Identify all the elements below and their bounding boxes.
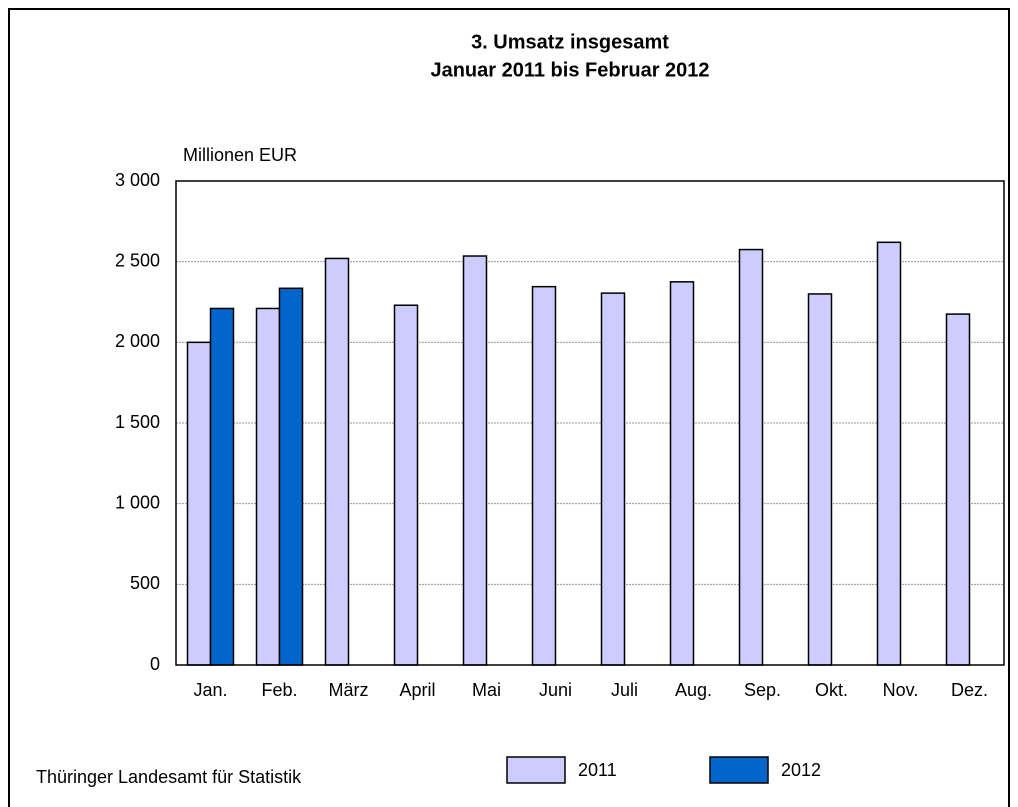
- y-tick-label: 1 500: [115, 412, 160, 432]
- y-tick-label: 2 500: [115, 250, 160, 270]
- x-tick-label: April: [399, 680, 435, 700]
- y-tick-label: 0: [150, 654, 160, 674]
- x-tick-label: Juli: [611, 680, 638, 700]
- bar: [209, 307, 235, 666]
- bar: [738, 248, 764, 666]
- bar: [324, 257, 350, 666]
- x-tick-label: Juni: [539, 680, 572, 700]
- x-tick-label: Feb.: [261, 680, 297, 700]
- chart-title: 3. Umsatz insgesamt: [471, 31, 669, 53]
- y-tick-label: 500: [130, 573, 160, 593]
- source: Thüringer Landesamt für Statistik: [36, 767, 302, 787]
- bar: [945, 313, 971, 666]
- x-tick-label: Okt.: [815, 680, 848, 700]
- bar: [531, 285, 557, 666]
- plot-frame: [175, 180, 1005, 666]
- x-tick-label: Sep.: [744, 680, 781, 700]
- bar: [669, 281, 695, 666]
- bar: [462, 255, 488, 666]
- x-tick-label: Dez.: [951, 680, 988, 700]
- y-tick-label: 2 000: [115, 331, 160, 351]
- chart-subtitle: Januar 2011 bis Februar 2012: [430, 59, 709, 81]
- bar: [186, 341, 212, 666]
- x-tick-label: Aug.: [675, 680, 712, 700]
- legend-swatch: [506, 756, 566, 784]
- y-tick-label: 1 000: [115, 492, 160, 512]
- x-tick-label: Mai: [472, 680, 501, 700]
- bar: [600, 292, 626, 666]
- y-axis-label: Millionen EUR: [183, 145, 297, 165]
- legend-label: 2012: [781, 760, 821, 780]
- chart-frame: [8, 8, 1010, 807]
- x-tick-label: Jan.: [193, 680, 227, 700]
- bar: [393, 304, 419, 666]
- x-tick-label: Nov.: [883, 680, 919, 700]
- bar: [278, 287, 304, 666]
- bar: [807, 293, 833, 666]
- legend-swatch: [709, 756, 769, 784]
- bar: [255, 307, 281, 666]
- y-tick-label: 3 000: [115, 170, 160, 190]
- bar: [876, 241, 902, 666]
- x-tick-label: März: [329, 680, 369, 700]
- legend-label: 2011: [578, 760, 617, 780]
